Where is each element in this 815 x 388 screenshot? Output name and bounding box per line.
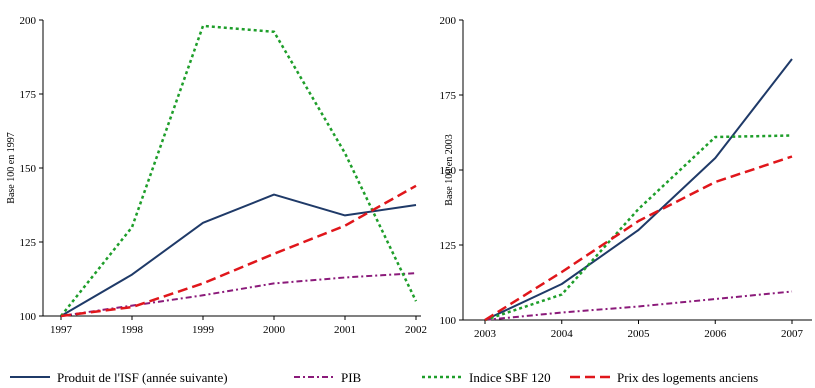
y-axis-label: Base 100 en 2003 [444, 134, 455, 205]
y-tick-label: 100 [20, 311, 37, 323]
y-tick-label: 125 [440, 240, 457, 252]
x-tick-label: 2000 [263, 324, 286, 336]
y-tick-label: 100 [440, 315, 457, 327]
legend-label-isf: Produit de l'ISF (année suivante) [57, 370, 228, 385]
x-tick-label: 2005 [628, 328, 651, 340]
series-line-isf [484, 58, 793, 321]
x-tick-label: 1997 [50, 324, 73, 336]
legend-label-sbf: Indice SBF 120 [469, 370, 551, 385]
series-line-sbf [60, 24, 418, 317]
legend-label-pib: PIB [341, 370, 362, 385]
y-tick-label: 150 [20, 163, 37, 175]
x-tick-label: 2004 [551, 328, 574, 340]
x-tick-label: 2001 [334, 324, 356, 336]
series-line-pib [484, 290, 793, 321]
y-tick-label: 200 [440, 15, 457, 27]
x-tick-label: 2002 [405, 324, 427, 336]
series-line-prix [484, 155, 793, 322]
legend: Produit de l'ISF (année suivante) PIB Indi… [10, 370, 758, 385]
x-tick-label: 2006 [704, 328, 727, 340]
y-tick-label: 125 [20, 237, 37, 249]
x-tick-label: 1999 [192, 324, 215, 336]
series-line-prix [60, 184, 417, 318]
series-line-isf [60, 193, 417, 317]
legend-label-prix: Prix des logements anciens [617, 370, 758, 385]
y-axis-label: Base 100 en 1997 [6, 132, 17, 203]
x-tick-label: 2003 [474, 328, 497, 340]
y-tick-label: 200 [20, 15, 37, 27]
x-tick-label: 1998 [121, 324, 144, 336]
series-line-pib [60, 272, 417, 317]
chart-right: 100 125 150 175 200 2003 2004 2005 2006 2007 Base … [440, 15, 812, 340]
series-line-sbf [484, 134, 793, 322]
y-tick-label: 150 [440, 165, 457, 177]
chart-left: 100 125 150 175 200 1997 1998 1999 2000 2001 2002 B… [6, 15, 427, 336]
y-tick-label: 175 [440, 90, 457, 102]
x-tick-label: 2007 [781, 328, 804, 340]
y-tick-label: 175 [20, 89, 37, 101]
